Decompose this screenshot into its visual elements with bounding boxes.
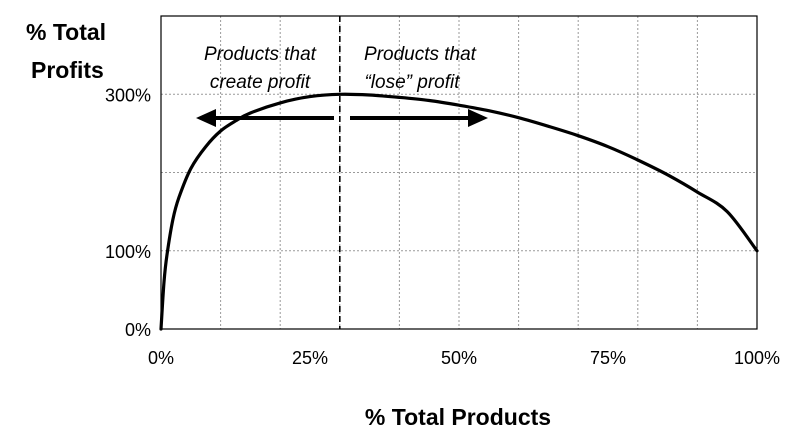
y-tick-label: 300% [105,85,151,105]
annotation-left: Products that create profit [196,44,334,127]
x-tick-label: 0% [148,348,174,368]
series-layer [159,92,759,331]
axis-layer [160,15,758,330]
plot-frame [160,15,758,330]
arrow-right-head [468,109,488,127]
y-axis-label-line2: Profits [31,57,104,83]
x-tick-label: 25% [292,348,328,368]
x-tick-label: 75% [590,348,626,368]
y-tick-label: 100% [105,242,151,262]
annotation-left-line1: Products that [204,44,317,65]
y-axis-label-line1: % Total [26,19,106,45]
arrow-left-head [196,109,216,127]
tick-labels: 0% 25% 50% 75% 100% 0% 100% 300% [105,85,780,368]
annotation-right-line1: Products that [364,44,477,65]
annotation-right-line2: “lose” profit [364,72,460,93]
annotation-right: Products that “lose” profit [350,44,488,127]
annotation-left-line2: create profit [210,72,311,93]
x-tick-label: 50% [441,348,477,368]
profit-curve-line [159,92,759,331]
y-tick-label: 0% [125,320,151,340]
x-tick-label: 100% [734,348,780,368]
x-axis-label: % Total Products [365,404,551,430]
